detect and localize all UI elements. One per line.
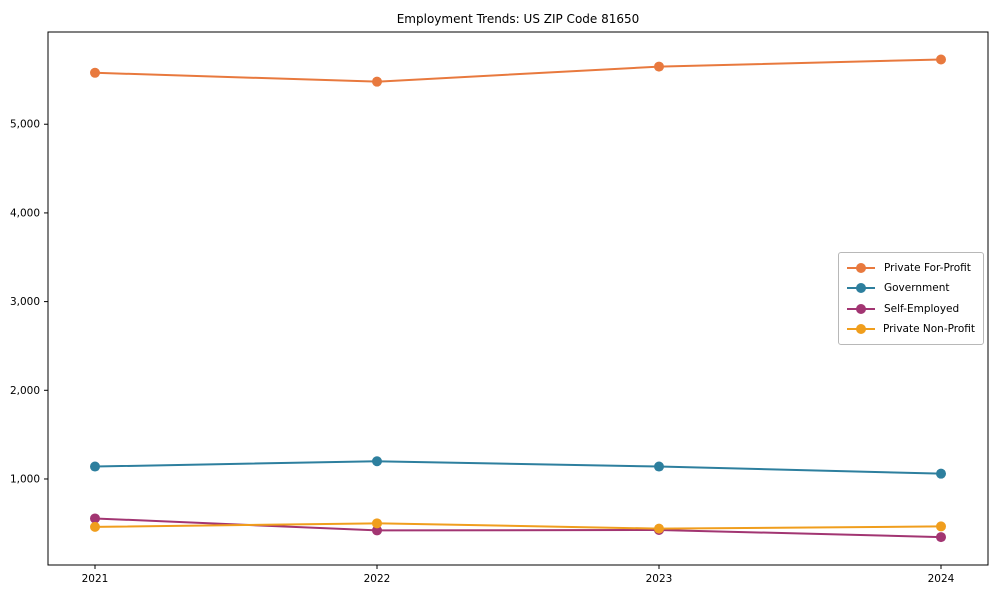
legend-label: Government	[884, 282, 950, 295]
data-point	[654, 61, 664, 72]
legend-item: Private For-Profit	[846, 258, 975, 278]
x-tick-label: 2024	[928, 573, 955, 585]
legend-label: Self-Employed	[884, 302, 960, 315]
legend-item: Government	[846, 278, 975, 298]
data-point	[936, 532, 946, 543]
legend-marker	[847, 263, 875, 274]
legend: Private For-Profit Government Self-Employe…	[838, 252, 984, 345]
y-tick-label: 4,000	[10, 207, 40, 219]
legend-marker	[847, 283, 875, 294]
y-tick-label: 3,000	[10, 296, 40, 308]
data-point	[372, 518, 382, 529]
chart-title: Employment Trends: US ZIP Code 81650	[396, 12, 640, 26]
y-tick-label: 1,000	[10, 473, 40, 485]
data-point	[936, 468, 946, 479]
legend-marker	[847, 303, 875, 314]
data-point	[90, 461, 100, 472]
data-point	[372, 76, 382, 87]
x-tick-label: 2022	[364, 573, 391, 585]
legend-item: Private Non-Profit	[846, 319, 975, 339]
data-point	[654, 461, 664, 472]
data-point	[936, 521, 946, 532]
data-point	[372, 525, 382, 536]
data-point	[654, 523, 664, 534]
data-point	[372, 456, 382, 467]
data-point	[90, 513, 100, 524]
legend-item: Self-Employed	[846, 299, 975, 319]
y-tick-label: 2,000	[10, 385, 40, 397]
series-line	[94, 460, 942, 475]
series-line	[94, 522, 942, 530]
legend-marker	[847, 323, 875, 334]
data-point	[90, 67, 100, 78]
y-tick-label: 5,000	[10, 119, 40, 131]
data-point	[90, 521, 100, 532]
plot-frame	[47, 31, 989, 566]
legend-label: Private For-Profit	[884, 262, 971, 275]
legend-label: Private Non-Profit	[882, 322, 975, 335]
series-line	[94, 58, 942, 83]
x-tick-label: 2021	[82, 573, 109, 585]
x-tick-label: 2023	[646, 573, 673, 585]
data-point	[936, 54, 946, 65]
